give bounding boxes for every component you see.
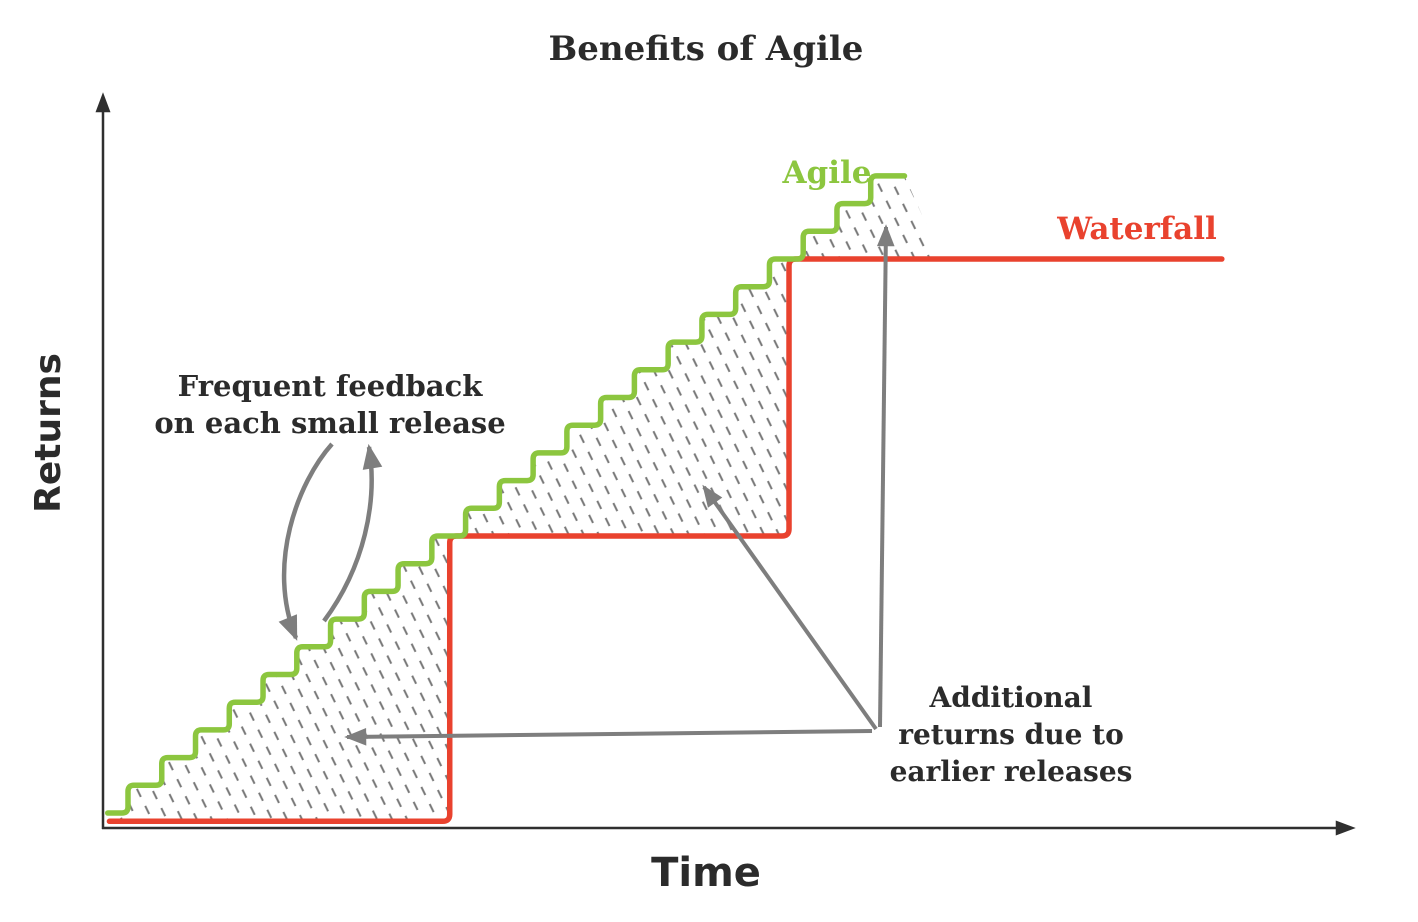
agile-series-label: Agile: [781, 155, 871, 191]
arrow-additional-vertical: [876, 224, 895, 728]
arrow-feedback-down: [278, 442, 334, 641]
annotation-frequent-feedback-line2: on each small release: [154, 406, 505, 440]
arrow-additional-diagonal: [702, 484, 878, 731]
x-axis-label: Time: [651, 850, 761, 896]
annotation-additional-returns-line1: Additional: [929, 681, 1093, 714]
y-axis-label: Returns: [28, 353, 69, 513]
annotation-frequent-feedback-line1: Frequent feedback: [178, 369, 484, 403]
annotation-additional-returns-line2: returns due to: [898, 718, 1124, 751]
annotation-frequent-feedback: Frequent feedback on each small release: [154, 369, 505, 440]
waterfall-line: [106, 256, 1225, 825]
arrow-feedback-up: [322, 443, 383, 623]
waterfall-series-label: Waterfall: [1056, 211, 1217, 247]
arrow-additional-left: [344, 727, 873, 746]
annotation-additional-returns-line3: earlier releases: [890, 755, 1133, 788]
hatched-benefit-region: [107, 175, 942, 822]
annotation-arrows: [278, 224, 895, 746]
axes: [95, 92, 1356, 836]
agile-line: [104, 173, 908, 816]
annotation-additional-returns: Additional returns due to earlier releas…: [890, 681, 1133, 788]
chart-title: Benefits of Agile: [549, 29, 864, 69]
